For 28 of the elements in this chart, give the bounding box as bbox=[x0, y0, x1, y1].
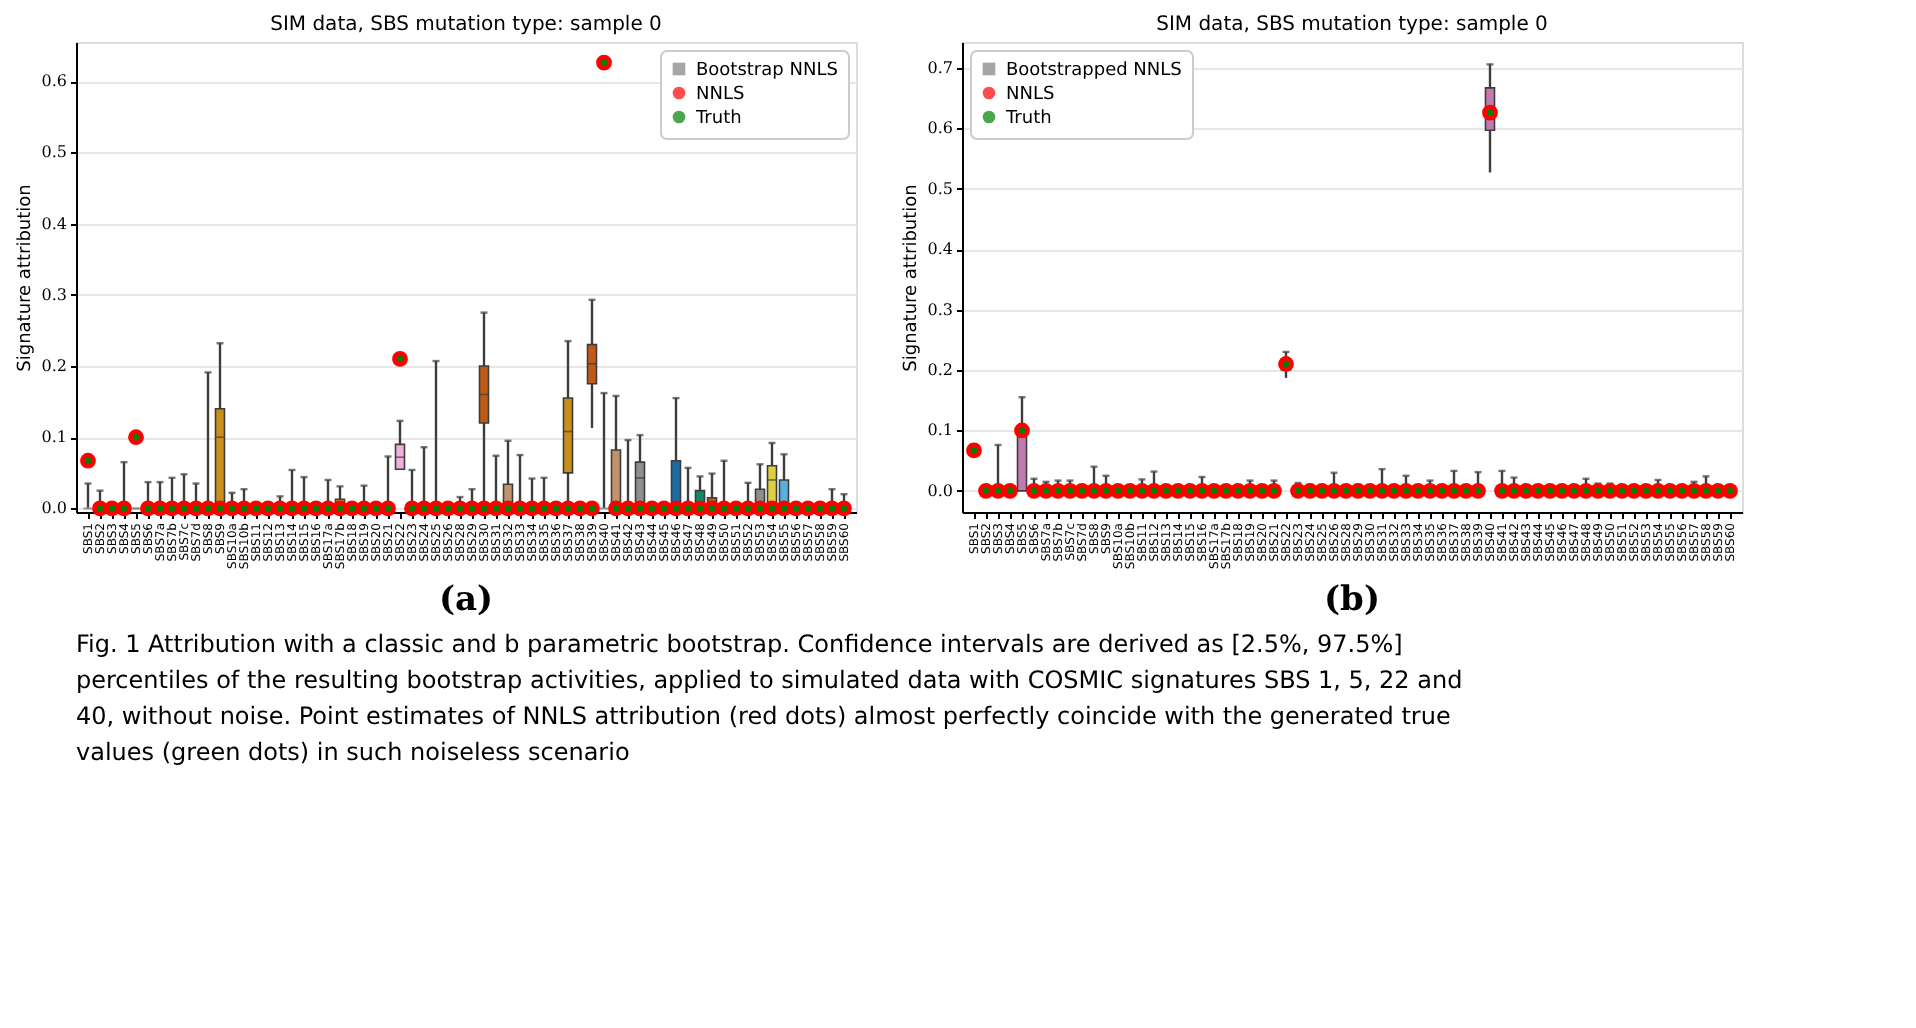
y-tick-label: 0.2 bbox=[41, 357, 67, 376]
legend-label: Truth bbox=[1004, 109, 1052, 129]
legend-label: NNLS bbox=[696, 85, 745, 105]
y-tick-label: 0.3 bbox=[927, 300, 953, 319]
y-tick-label: 0.0 bbox=[41, 499, 67, 518]
legend-label: Bootstrapped NNLS bbox=[1006, 61, 1183, 81]
y-tick-label: 0.2 bbox=[927, 361, 953, 380]
y-tick-label: 0.0 bbox=[927, 481, 953, 500]
y-tick-label: 0.5 bbox=[927, 179, 953, 198]
y-axis-title: Signature attribution bbox=[901, 184, 922, 372]
legend-label: NNLS bbox=[1006, 85, 1055, 105]
text: (b) bbox=[1324, 580, 1380, 620]
caption: Fig. 1 Attribution with a classic and b parametric bootstrap. Confidence intervals are derived as [2.5%, 97.5%] percentiles of the resulting bootstrap activities, applied to simulated data with COSMIC signatures SBS 1, 5, 22 and 40, without noise. Point estimates of NNLS attribution (red dots) almost perfectly coincide with the generated true values (green dots) in such noiseless scenario bbox=[76, 630, 1463, 766]
text: (a) bbox=[438, 580, 494, 620]
y-tick-label: 0.4 bbox=[41, 214, 67, 233]
y-tick-label: 0.4 bbox=[927, 240, 953, 259]
y-tick-label: 0.6 bbox=[927, 119, 953, 138]
y-tick-label: 0.7 bbox=[927, 58, 953, 77]
y-tick-label: 0.3 bbox=[41, 285, 67, 304]
legend-label: Truth bbox=[694, 109, 742, 129]
legend-label: Bootstrap NNLS bbox=[696, 61, 839, 81]
y-tick-label: 0.1 bbox=[927, 421, 953, 440]
y-tick-label: 0.1 bbox=[41, 428, 67, 447]
chart-title: SIM data, SBS mutation type: sample 0 bbox=[270, 14, 662, 36]
chart-title: SIM data, SBS mutation type: sample 0 bbox=[1156, 14, 1548, 36]
y-tick-label: 0.5 bbox=[41, 143, 67, 162]
y-axis-title: Signature attribution bbox=[15, 184, 36, 372]
y-tick-label: 0.6 bbox=[41, 72, 67, 91]
